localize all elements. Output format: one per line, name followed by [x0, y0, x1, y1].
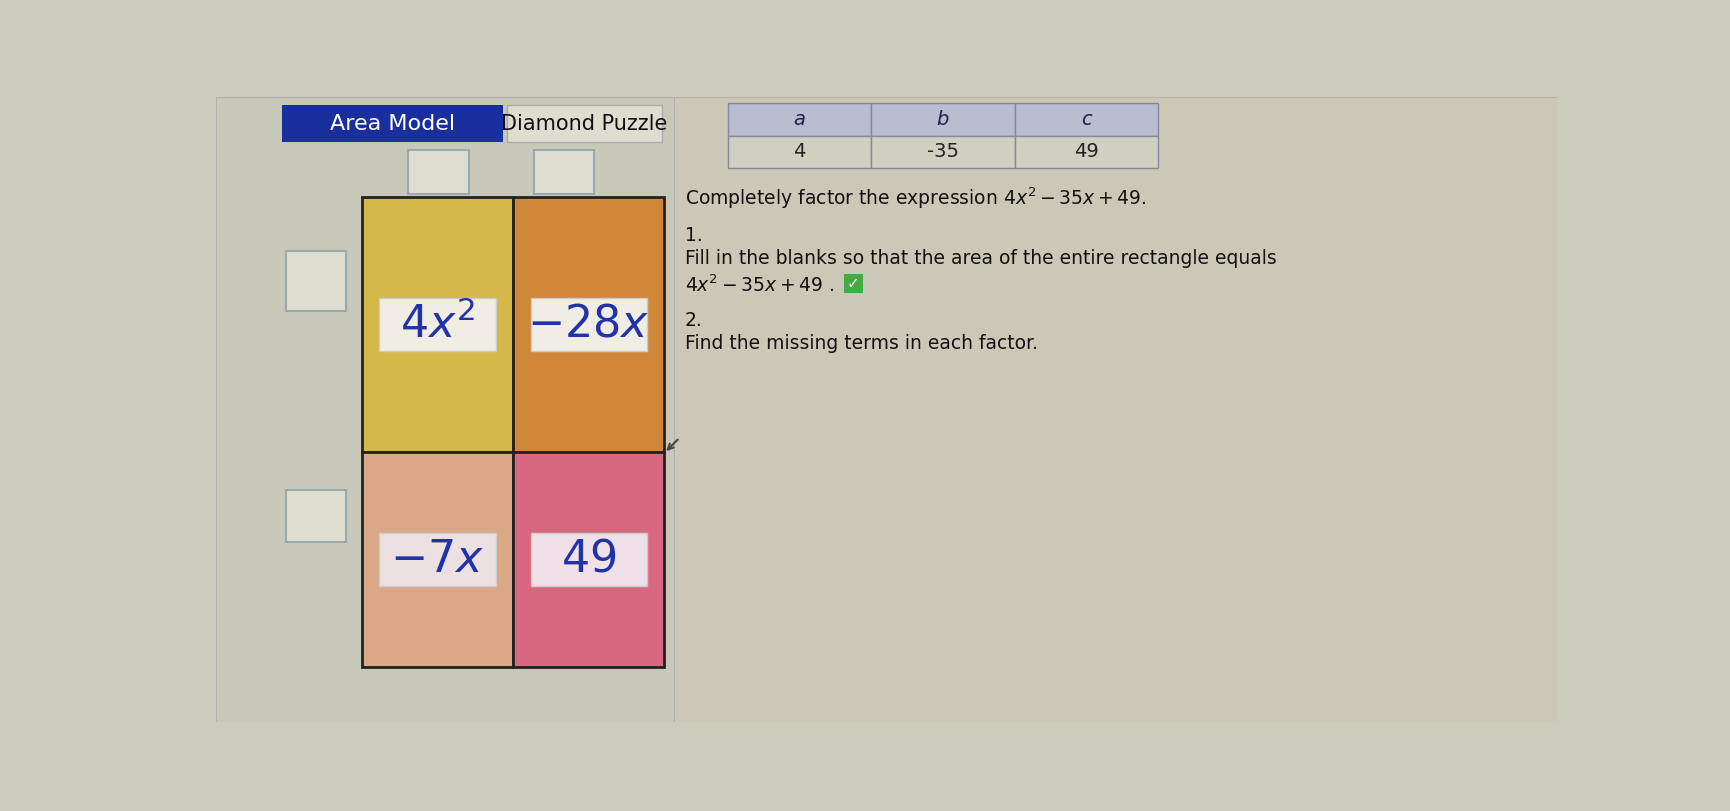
- Bar: [1014, 135, 1157, 168]
- Bar: [282, 105, 503, 142]
- Text: 1.: 1.: [685, 226, 702, 245]
- Bar: [362, 452, 514, 667]
- Bar: [379, 533, 495, 586]
- Bar: [535, 150, 595, 195]
- Bar: [408, 150, 469, 195]
- Bar: [728, 104, 872, 135]
- Text: Find the missing terms in each factor.: Find the missing terms in each factor.: [685, 333, 1038, 353]
- Text: 49: 49: [1074, 143, 1099, 161]
- Bar: [285, 251, 346, 311]
- Bar: [514, 452, 664, 667]
- Bar: [728, 135, 872, 168]
- Text: $4x^2$: $4x^2$: [400, 303, 476, 347]
- Bar: [872, 104, 1014, 135]
- Text: 2.: 2.: [685, 311, 702, 329]
- Text: c: c: [1081, 110, 1092, 129]
- Text: -35: -35: [927, 143, 958, 161]
- Text: $-7x$: $-7x$: [391, 538, 484, 581]
- Bar: [531, 533, 647, 586]
- Text: $-28x$: $-28x$: [528, 303, 650, 346]
- Text: ✓: ✓: [848, 277, 860, 291]
- Text: a: a: [794, 110, 806, 129]
- Text: $49$: $49$: [561, 538, 616, 581]
- Text: b: b: [936, 110, 950, 129]
- Text: Area Model: Area Model: [330, 114, 455, 134]
- Bar: [216, 97, 673, 722]
- Bar: [285, 490, 346, 543]
- Bar: [514, 197, 664, 452]
- Bar: [673, 97, 1557, 722]
- Text: Completely factor the expression $4x^2 - 35x + 49$.: Completely factor the expression $4x^2 -…: [685, 186, 1147, 212]
- Bar: [379, 298, 495, 350]
- Text: Fill in the blanks so that the area of the entire rectangle equals: Fill in the blanks so that the area of t…: [685, 249, 1277, 268]
- Bar: [872, 135, 1014, 168]
- Text: Diamond Puzzle: Diamond Puzzle: [502, 114, 668, 134]
- Bar: [844, 274, 863, 293]
- Bar: [507, 105, 663, 142]
- Text: 4: 4: [794, 143, 806, 161]
- Bar: [531, 298, 647, 350]
- Bar: [362, 197, 514, 452]
- Bar: [1014, 104, 1157, 135]
- Text: $4x^2 - 35x + 49$ .: $4x^2 - 35x + 49$ .: [685, 274, 834, 296]
